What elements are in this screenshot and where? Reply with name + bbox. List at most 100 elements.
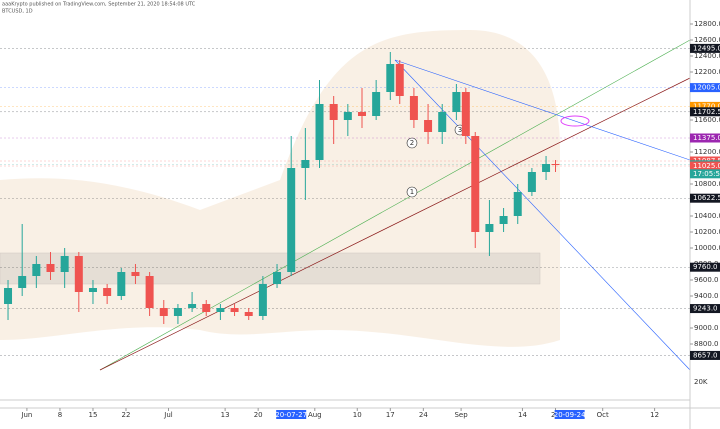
price-tag	[690, 43, 720, 53]
candle-body	[287, 168, 296, 272]
candle-body	[117, 272, 126, 296]
x-tick-label: 20-07-27	[275, 411, 307, 419]
trendline	[394, 59, 691, 161]
y-tick-label: 12800.0	[694, 20, 720, 28]
y-tick-label: 12200.0	[694, 68, 720, 76]
candle-body	[46, 264, 55, 272]
price-tag-label: 8657.0	[693, 351, 718, 359]
candle-body	[216, 308, 225, 312]
publisher: aaaKrypto published on TradingView.com, …	[2, 2, 196, 8]
candle-body	[131, 272, 140, 276]
price-tag-label: 10622.5	[693, 194, 720, 202]
y-tick-label: 12600.0	[694, 36, 720, 44]
symbol: BTCUSD, 1D	[2, 9, 33, 15]
x-tick-label: 22	[122, 411, 131, 419]
candle-body	[438, 112, 447, 132]
candle-body	[258, 284, 267, 316]
price-tag	[690, 262, 720, 272]
y-tick-label: 10800.0	[694, 180, 720, 188]
price-tag	[690, 107, 720, 117]
volume-label: 20K	[694, 378, 708, 386]
x-tick-label: 17	[386, 411, 395, 419]
y-tick-label: 10000.0	[694, 244, 720, 252]
price-tag	[690, 101, 720, 111]
y-tick-label: 9600.0	[694, 276, 719, 284]
price-tag-label: 12495.0	[693, 44, 720, 52]
trendline	[99, 39, 691, 371]
price-tag	[690, 161, 720, 171]
x-tick-label: 20-09-24	[554, 411, 586, 419]
band	[0, 30, 560, 347]
y-tick-label: 9400.0	[694, 292, 719, 300]
countdown-tag	[690, 169, 720, 179]
candle-body	[461, 92, 470, 136]
candle-body	[230, 308, 239, 312]
candle-body	[145, 276, 154, 308]
candle-body	[159, 308, 168, 316]
candle-body	[452, 92, 461, 112]
x-tick-label: 20	[254, 411, 263, 419]
candle-body	[273, 272, 282, 284]
price-tag	[690, 193, 720, 203]
candle-body	[4, 288, 13, 304]
candle-body	[244, 312, 253, 316]
candle-body	[74, 256, 83, 292]
x-tick-label: 14	[518, 411, 527, 419]
price-tag-label: 11770.0	[693, 102, 720, 110]
candle-body	[542, 164, 551, 172]
annotation-circle	[406, 186, 418, 198]
candle-body	[188, 304, 197, 308]
price-tag-label: 9760.0	[693, 263, 718, 271]
y-tick-label: 9000.0	[694, 324, 719, 332]
candle-body	[424, 120, 433, 132]
range-box	[0, 252, 541, 285]
candle-body	[60, 256, 69, 272]
date-highlight	[276, 410, 307, 419]
annotation: 1	[410, 188, 414, 196]
annotation: 3	[458, 126, 462, 134]
ellipse	[560, 115, 590, 127]
y-tick-label: 10200.0	[694, 228, 720, 236]
x-tick-label: 24	[419, 411, 428, 419]
x-tick-label: Oct	[597, 411, 609, 419]
candle-body	[471, 136, 480, 232]
price-tag	[690, 83, 720, 93]
candle-body	[343, 112, 352, 120]
annotation: 2	[410, 139, 414, 147]
candle-body	[551, 164, 560, 165]
x-tick-label: 15	[89, 411, 98, 419]
x-tick-label: Jul	[163, 411, 173, 419]
candle-body	[386, 64, 395, 92]
y-tick-label: 10400.0	[694, 212, 720, 220]
candle-body	[527, 172, 536, 192]
y-tick-label: 12400.0	[694, 52, 720, 60]
x-tick-label: Aug	[308, 411, 322, 419]
y-tick-label: 11200.0	[694, 148, 720, 156]
candle-body	[329, 104, 338, 120]
candle-body	[513, 192, 522, 216]
x-tick-label: 13	[221, 411, 230, 419]
price-tag-label: 12005.0	[693, 84, 720, 92]
date-highlight	[554, 410, 585, 419]
candle-body	[173, 308, 182, 316]
price-tag-label: 11025.0	[693, 162, 720, 170]
candle-body	[18, 276, 27, 288]
price-tag	[690, 133, 720, 143]
candle-body	[499, 216, 508, 224]
candle-body	[357, 112, 366, 116]
candle-body	[395, 64, 404, 96]
candle-body	[315, 104, 324, 160]
x-tick-label: 12	[650, 411, 659, 419]
candle-body	[88, 288, 97, 292]
x-tick-label: 8	[58, 411, 62, 419]
x-tick-label: Sep	[454, 411, 468, 419]
y-tick-label: 8800.0	[694, 340, 719, 348]
candle-body	[202, 304, 211, 312]
candle-body	[32, 264, 41, 276]
y-tick-label: 11600.0	[694, 116, 720, 124]
candle-body	[485, 224, 494, 232]
candle-body	[103, 288, 112, 296]
x-tick-label: Jun	[20, 411, 32, 419]
price-tag	[690, 304, 720, 314]
candle-body	[372, 92, 381, 116]
